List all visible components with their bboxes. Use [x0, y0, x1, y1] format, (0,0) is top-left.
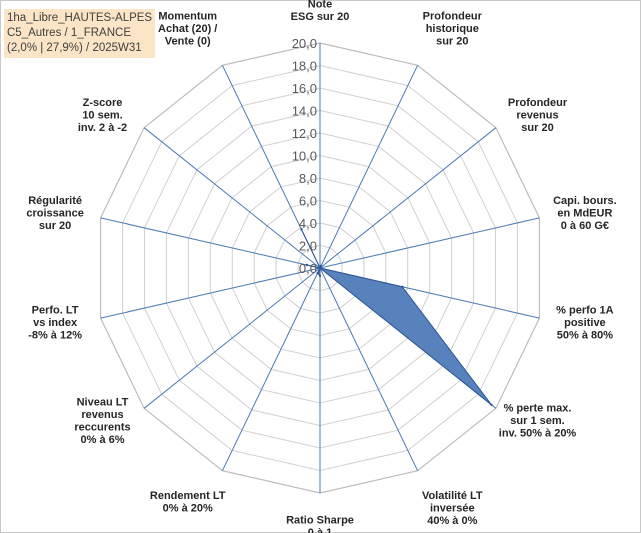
tick-label: 16,0 [292, 81, 317, 96]
radar-series [300, 228, 493, 406]
axis-label: Volatilité LT inversée 40% à 0% [422, 490, 483, 527]
tick-label: 4,0 [299, 216, 317, 231]
axis-spoke [221, 267, 321, 471]
series-point [300, 228, 303, 231]
axis-spoke [100, 217, 321, 269]
axis-label-line: 10 sem. [82, 110, 122, 122]
axis-label-line: revenus [516, 110, 558, 122]
axis-label-line: 0% à 6% [80, 434, 124, 446]
tick-label: 0,0 [299, 261, 317, 276]
axis-label-line: % perfo 1A [556, 304, 614, 316]
axis-spoke [319, 217, 540, 269]
axis-label: Note ESG sur 20 [291, 0, 350, 23]
axis-label-line: Perfo. LT [32, 304, 79, 316]
axis-label-line: croissance [26, 208, 83, 220]
axis-label-line: -8% à 12% [28, 329, 82, 341]
series-point [401, 285, 404, 288]
axis-label-line: Volatilité LT [422, 490, 483, 502]
tick-label: 20,0 [292, 36, 317, 51]
series-point [319, 264, 323, 268]
tick-label: 10,0 [292, 149, 317, 164]
axis-label-line: 0% à 20% [163, 503, 213, 515]
axis-label-line: historique [426, 23, 479, 35]
axis-spoke [319, 127, 497, 269]
fund-name: 1ha_Libre_HAUTES-ALPES [7, 12, 153, 24]
axis-label-line: sur 1 sem. [510, 415, 564, 427]
axis-label-line: Z-score [83, 97, 123, 109]
axis-label-line: sur 20 [521, 122, 553, 134]
axis-label: Perfo. LT vs index -8% à 12% [28, 304, 82, 341]
axis-label-line: Rendement LT [150, 490, 226, 502]
axis-spoke [319, 267, 419, 471]
axis-spoke [319, 65, 419, 269]
axis-label-line: en MdEUR [557, 208, 612, 220]
axis-label-line: 0 à 60 G€ [561, 220, 609, 232]
axis-label: % perfo 1A positive 50% à 80% [556, 304, 614, 341]
axis-label-line: inv. 2 à -2 [78, 122, 127, 134]
axis-label-line: sur 20 [39, 220, 71, 232]
axis-label-line: % perte max. [504, 403, 572, 415]
axis-label: Capi. bours. en MdEUR 0 à 60 G€ [553, 195, 617, 232]
axis-label: Régularité croissance sur 20 [26, 195, 83, 232]
fund-stats: (2,0% | 27,9%) / 2025W31 [7, 42, 142, 54]
axis-label-line: Ratio Sharpe [286, 515, 354, 527]
axis-label-line: Momentum [158, 10, 217, 22]
axis-label: Profondeur revenus sur 20 [508, 97, 568, 134]
axis-label-line: Profondeur [508, 97, 568, 109]
axis-label-line: inv. 50% à 20% [499, 428, 577, 440]
tick-label: 8,0 [299, 171, 317, 186]
axis-spoke [143, 127, 321, 269]
axis-spoke [100, 267, 321, 319]
series-point [490, 403, 493, 406]
axis-label-line: Vente (0) [165, 35, 211, 47]
tick-label: 18,0 [292, 59, 317, 74]
fund-category: C5_Autres / 1_FRANCE [7, 27, 131, 39]
axis-label: Momentum Achat (20) / Vente (0) [158, 10, 217, 47]
tick-label: 12,0 [292, 126, 317, 141]
axis-label-line: Achat (20) / [158, 23, 217, 35]
axis-label-line: vs index [33, 317, 78, 329]
axis-label: Ratio Sharpe 0 à 1 [286, 515, 354, 533]
series-point [305, 263, 308, 267]
axis-label-line: sur 20 [436, 35, 468, 47]
series-point [318, 274, 322, 278]
axis-label-line: revenus [81, 409, 123, 421]
fund-info-box: 1ha_Libre_HAUTES-ALPES C5_Autres / 1_FRA… [4, 9, 155, 58]
axis-label-line: ESG sur 20 [291, 11, 350, 23]
axis-label-line: Profondeur [423, 10, 483, 22]
axis-label-line: Niveau LT [77, 396, 129, 408]
radial-tick-labels: 0,0 2,0 4,0 6,0 8,0 10,0 12,0 14,0 16,0 18,0 20,0 [292, 36, 317, 276]
series-point [318, 266, 322, 270]
axis-label-line: reccurents [74, 421, 130, 433]
axis-label-line: Régularité [28, 195, 82, 207]
axis-category-labels: Note ESG sur 20 Profondeur historique sur 20… [26, 0, 616, 533]
axis-label: Z-score 10 sem. inv. 2 à -2 [78, 97, 127, 134]
axis-label-line: Note [308, 0, 332, 11]
axis-label-line: positive [564, 317, 606, 329]
axis-label-line: 40% à 0% [427, 515, 477, 527]
tick-label: 14,0 [292, 104, 317, 119]
axis-label: % perte max. sur 1 sem. inv. 50% à 20% [499, 403, 577, 440]
axis-label-line: Capi. bours. [553, 195, 617, 207]
axis-label: Rendement LT 0% à 20% [150, 490, 226, 515]
axis-label: Profondeur historique sur 20 [423, 10, 483, 47]
axis-label-line: 0 à 1 [308, 527, 332, 533]
axis-label: Niveau LT revenus reccurents 0% à 6% [74, 396, 130, 446]
axis-spoke [143, 267, 321, 409]
axis-label-line: inversée [430, 503, 475, 515]
axis-label-line: 50% à 80% [557, 329, 613, 341]
tick-label: 2,0 [299, 239, 317, 254]
series-point [316, 271, 319, 275]
tick-label: 6,0 [299, 194, 317, 209]
